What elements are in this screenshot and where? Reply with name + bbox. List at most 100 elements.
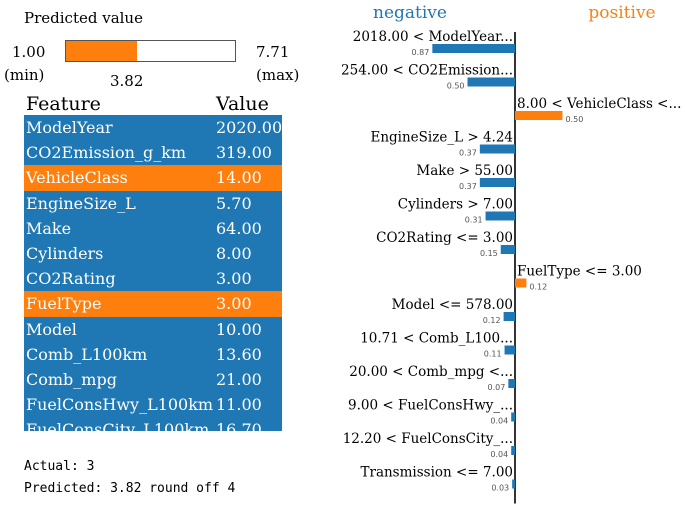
feature-value: 3.00 (216, 269, 252, 289)
feature-value: 319.00 (216, 143, 272, 163)
table-row: VehicleClass 14.00 (24, 165, 282, 191)
feature-value: 21.00 (216, 369, 262, 389)
table-header: Feature Value (24, 93, 282, 115)
feature-value: 11.00 (216, 395, 262, 415)
table-body: ModelYear 2020.00 CO2Emission_g_km 319.00 Ve… (24, 115, 282, 431)
feature-name: Comb_mpg (26, 369, 117, 389)
header-feature: Feature (26, 93, 101, 115)
negative-label: negative (373, 3, 447, 23)
positive-label: positive (588, 3, 655, 23)
bar-value-label: 0.15 (480, 249, 498, 258)
bar-value-label: 0.50 (566, 115, 584, 124)
contribution-bar (511, 446, 515, 455)
feature-value-table: Feature Value ModelYear 2020.00 CO2Emissio… (24, 93, 282, 431)
feature-name: FuelType (26, 294, 102, 314)
contribution-bar (508, 379, 515, 388)
bar-value-label: 0.07 (488, 383, 506, 392)
contribution-bar (485, 211, 515, 221)
min-label: (min) (4, 66, 45, 84)
table-row: FuelConsHwy_L100km 11.00 (24, 392, 282, 418)
actual-text: Actual: 3 (24, 459, 95, 474)
bar-value-label: 0.12 (529, 283, 547, 292)
feature-name: Model (26, 319, 77, 339)
contribution-bar (511, 412, 515, 422)
feature-value: 16.70 (216, 420, 262, 431)
table-row: Comb_L100km 13.60 (24, 341, 282, 367)
bar-category-label: 254.00 < CO2Emission... (341, 63, 513, 79)
feature-name: FuelConsHwy_L100km (26, 395, 214, 415)
feature-value: 10.00 (216, 319, 262, 339)
bar-category-label: 8.00 < VehicleClass <... (517, 96, 681, 112)
feature-name: EngineSize_L (26, 193, 136, 213)
table-row: FuelConsCity_L100km 16.70 (24, 417, 282, 431)
feature-name: Make (26, 218, 72, 238)
bar-value-label: 0.37 (459, 182, 477, 191)
feature-value: 8.00 (216, 243, 252, 263)
result-summary: Actual: 3 Predicted: 3.82 round off 4 (24, 456, 235, 500)
max-value: 7.71 (256, 43, 290, 61)
bar-category-label: FuelType <= 3.00 (517, 264, 642, 280)
feature-value: 13.60 (216, 344, 262, 364)
bar-value-label: 0.37 (459, 149, 477, 158)
bar-value-label: 0.50 (447, 82, 465, 91)
bar-value-label: 0.12 (483, 316, 501, 325)
predicted-value-title: Predicted value (24, 9, 143, 27)
contribution-bar (432, 44, 515, 53)
bar-category-label: EngineSize_L > 4.24 (370, 130, 513, 146)
contribution-bar (467, 77, 515, 87)
feature-name: FuelConsCity_L100km (26, 420, 210, 431)
table-row: EngineSize_L 5.70 (24, 190, 282, 216)
table-row: CO2Emission_g_km 319.00 (24, 140, 282, 166)
feature-name: ModelYear (26, 118, 113, 137)
bar-value-label: 0.03 (491, 484, 509, 493)
feature-name: CO2Rating (26, 269, 116, 289)
bar-category-label: Cylinders > 7.00 (398, 197, 513, 213)
contribution-bar (479, 178, 515, 187)
feature-name: Comb_L100km (26, 344, 148, 364)
bar-category-label: 20.00 < Comb_mpg <... (349, 364, 513, 380)
table-row: Cylinders 8.00 (24, 240, 282, 267)
bar-category-label: CO2Rating <= 3.00 (376, 230, 513, 246)
predicted-value-fill (66, 41, 138, 61)
bar-value-label: 0.04 (490, 417, 508, 426)
table-row: Comb_mpg 21.00 (24, 366, 282, 393)
feature-name: VehicleClass (26, 168, 128, 188)
bar-value-label: 0.31 (465, 216, 483, 225)
feature-contribution-chart: negative positive 2018.00 < ModelYear... 0.… (341, 3, 681, 504)
feature-value: 5.70 (216, 193, 252, 213)
max-label: (max) (256, 66, 300, 84)
feature-value: 14.00 (216, 168, 262, 188)
bar-category-label: Make > 55.00 (416, 163, 513, 179)
bar-category-label: 2018.00 < ModelYear... (353, 29, 513, 45)
bar-value-label: 0.11 (484, 350, 502, 359)
bar-category-label: 10.71 < Comb_L100... (360, 331, 513, 347)
table-row: ModelYear 2020.00 (24, 115, 282, 141)
min-value: 1.00 (12, 43, 46, 61)
feature-value: 64.00 (216, 218, 262, 238)
predicted-value-bar (65, 40, 236, 62)
contribution-bar (479, 144, 515, 154)
bar-category-label: Model <= 578.00 (392, 297, 513, 313)
table-row: FuelType 3.00 (24, 291, 282, 317)
contribution-bar (515, 278, 527, 288)
table-row: Model 10.00 (24, 316, 282, 342)
predicted-value-number: 3.82 (110, 72, 144, 90)
contribution-bar (503, 312, 515, 321)
predicted-text: Predicted: 3.82 round off 4 (24, 481, 236, 496)
feature-name: Cylinders (26, 243, 104, 263)
contribution-bar (500, 245, 515, 254)
feature-value: 2020.00 (216, 118, 282, 137)
contribution-bar (504, 345, 515, 355)
feature-name: CO2Emission_g_km (26, 143, 187, 163)
header-value: Value (216, 93, 269, 115)
bar-category-label: 12.20 < FuelConsCity_... (343, 431, 513, 447)
bar-category-label: Transmission <= 7.00 (360, 465, 513, 481)
bar-value-label: 0.04 (490, 450, 508, 459)
contribution-bar (512, 479, 515, 489)
bar-value-label: 0.87 (412, 48, 430, 57)
feature-value: 3.00 (216, 294, 252, 314)
table-row: CO2Rating 3.00 (24, 266, 282, 292)
bar-category-label: 9.00 < FuelConsHwy_... (348, 398, 513, 414)
table-row: Make 64.00 (24, 215, 282, 241)
contribution-bar (515, 111, 563, 120)
